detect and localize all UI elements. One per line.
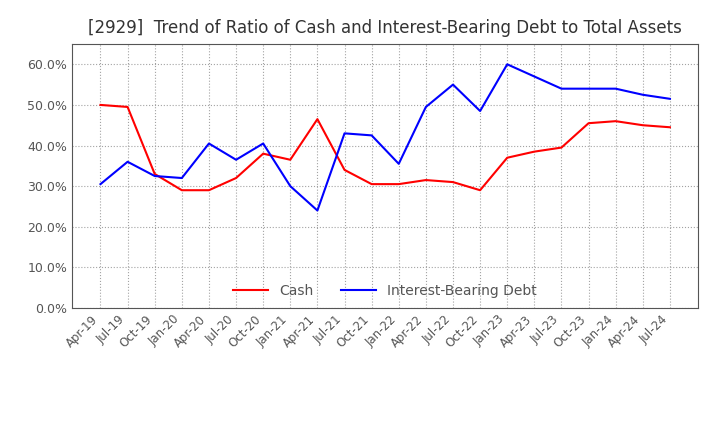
Cash [449,180,457,185]
Cash [395,181,403,187]
Cash [341,167,349,172]
Interest-Bearing Debt [611,86,620,92]
Interest-Bearing Debt [530,74,539,79]
Cash [611,118,620,124]
Interest-Bearing Debt [421,104,430,110]
Cash [178,187,186,193]
Interest-Bearing Debt [96,181,105,187]
Interest-Bearing Debt [449,82,457,87]
Line: Cash: Cash [101,105,670,190]
Interest-Bearing Debt [557,86,566,92]
Interest-Bearing Debt [395,161,403,166]
Interest-Bearing Debt [639,92,647,97]
Cash [232,176,240,181]
Cash [421,177,430,183]
Interest-Bearing Debt [204,141,213,146]
Cash [150,171,159,176]
Cash [96,102,105,107]
Cash [204,187,213,193]
Interest-Bearing Debt [476,108,485,114]
Interest-Bearing Debt [286,183,294,189]
Interest-Bearing Debt [178,176,186,181]
Cash [286,157,294,162]
Cash [476,187,485,193]
Interest-Bearing Debt [503,62,511,67]
Interest-Bearing Debt [232,157,240,162]
Title: [2929]  Trend of Ratio of Cash and Interest-Bearing Debt to Total Assets: [2929] Trend of Ratio of Cash and Intere… [89,19,682,37]
Interest-Bearing Debt [341,131,349,136]
Cash [639,123,647,128]
Interest-Bearing Debt [259,141,268,146]
Cash [313,117,322,122]
Cash [367,181,376,187]
Line: Interest-Bearing Debt: Interest-Bearing Debt [101,64,670,210]
Cash [503,155,511,160]
Interest-Bearing Debt [313,208,322,213]
Interest-Bearing Debt [665,96,674,102]
Interest-Bearing Debt [150,173,159,179]
Cash [123,104,132,110]
Cash [530,149,539,154]
Interest-Bearing Debt [367,133,376,138]
Cash [665,125,674,130]
Interest-Bearing Debt [123,159,132,165]
Interest-Bearing Debt [584,86,593,92]
Cash [584,121,593,126]
Legend: Cash, Interest-Bearing Debt: Cash, Interest-Bearing Debt [228,279,542,304]
Cash [259,151,268,156]
Cash [557,145,566,150]
